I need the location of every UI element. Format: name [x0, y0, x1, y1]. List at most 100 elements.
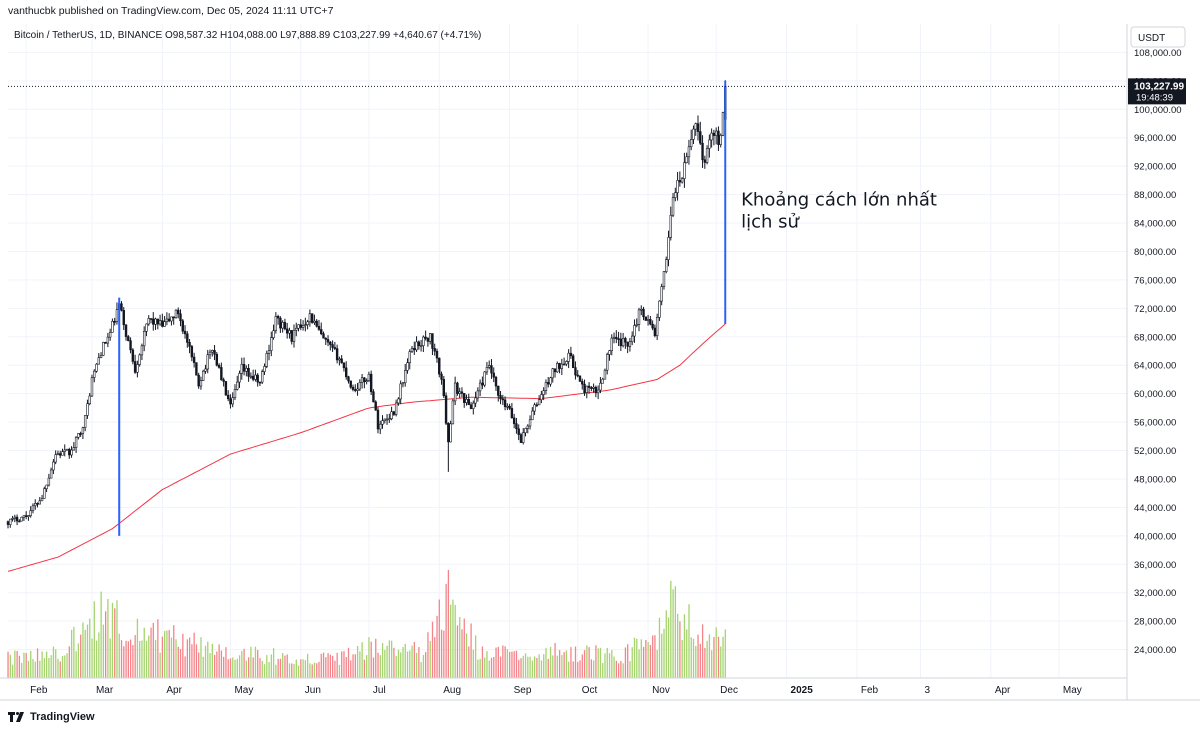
candle — [483, 371, 486, 388]
volume-bar — [665, 610, 667, 678]
volume-bar — [679, 621, 681, 678]
candle — [9, 518, 12, 528]
candle-body — [606, 354, 609, 371]
candle — [719, 133, 722, 148]
volume-bar — [107, 598, 109, 678]
candle — [440, 371, 443, 385]
candle — [714, 127, 718, 145]
candle — [388, 413, 391, 423]
candle-body — [147, 318, 150, 325]
volume-bar — [379, 655, 381, 678]
candle — [13, 514, 17, 523]
volume-bar — [66, 653, 68, 678]
candle-body — [72, 447, 76, 451]
volume-bar — [588, 647, 590, 678]
volume-bar — [493, 657, 495, 678]
candle — [222, 377, 225, 387]
candle-body — [476, 390, 480, 399]
volume-bar — [624, 647, 627, 678]
volume-bar — [658, 617, 661, 678]
candle — [354, 384, 357, 393]
candle-body — [372, 391, 375, 403]
candle — [633, 319, 636, 343]
candle — [245, 365, 248, 377]
candle-body — [701, 142, 704, 161]
candle — [11, 515, 14, 522]
volume-bar — [447, 570, 450, 678]
tradingview-footer[interactable]: TradingView — [8, 709, 95, 725]
candle — [653, 324, 657, 338]
volume-bar — [318, 661, 320, 678]
volume-bar — [336, 652, 338, 678]
volume-bar — [593, 660, 595, 678]
candle-body — [245, 367, 248, 372]
volume-bar — [724, 629, 726, 678]
candle-body — [592, 386, 595, 389]
candle — [156, 318, 160, 330]
candle-body — [699, 131, 702, 144]
candle-body — [444, 395, 448, 424]
candle — [628, 337, 632, 352]
candle — [38, 496, 41, 505]
candle-body — [179, 313, 182, 322]
candle — [281, 320, 284, 333]
candle — [292, 324, 296, 348]
candle-body — [662, 271, 666, 287]
volume-bar — [105, 611, 107, 678]
tradingview-brand: TradingView — [30, 711, 95, 723]
price-tick-label: 68,000.00 — [1134, 332, 1176, 343]
candle-body — [426, 338, 430, 342]
volume-bar — [150, 627, 152, 678]
candle-body — [111, 321, 114, 333]
candle — [551, 367, 554, 383]
volume-bar — [479, 658, 481, 678]
volume-bar — [427, 632, 429, 678]
volume-bar — [325, 657, 327, 678]
candle-body — [474, 397, 477, 404]
candle-body — [674, 192, 677, 198]
volume-bar — [386, 645, 388, 678]
volume-bar — [86, 624, 89, 678]
volume-bar — [454, 604, 456, 678]
candle — [537, 395, 541, 406]
candle-body — [542, 390, 545, 395]
candle-body — [424, 336, 427, 339]
volume-bar — [611, 650, 613, 678]
price-tick-label: 32,000.00 — [1134, 588, 1176, 599]
candle-body — [460, 391, 464, 394]
candle — [553, 368, 557, 378]
candle — [583, 379, 586, 396]
candle — [476, 387, 480, 402]
candle-body — [211, 350, 214, 353]
candle — [458, 387, 461, 399]
candle — [512, 413, 516, 429]
volume-bar — [375, 638, 377, 678]
volume-bar — [524, 653, 527, 678]
candle-body — [440, 373, 443, 380]
candle — [703, 155, 707, 169]
candle — [340, 355, 343, 364]
candle — [170, 316, 173, 326]
volume-bar — [168, 630, 170, 678]
candle-body — [556, 363, 559, 373]
volume-bar — [302, 659, 304, 678]
candle — [397, 397, 400, 406]
volume-bar — [506, 649, 509, 678]
candle — [40, 494, 44, 502]
volume-bar — [579, 660, 581, 678]
candle-body — [190, 346, 194, 358]
volume-bar — [686, 629, 688, 678]
candle — [501, 394, 505, 405]
candle-body — [646, 319, 650, 321]
volume-bar — [241, 650, 243, 678]
candle-body — [472, 402, 475, 409]
currency-button[interactable]: USDT — [1130, 26, 1186, 48]
candle — [621, 332, 625, 348]
candle-body — [158, 320, 162, 325]
candle — [442, 375, 445, 398]
candle-body — [478, 382, 482, 392]
time-tick-label: Jun — [305, 685, 321, 696]
volume-bar — [338, 664, 341, 678]
candle-body — [186, 333, 189, 343]
